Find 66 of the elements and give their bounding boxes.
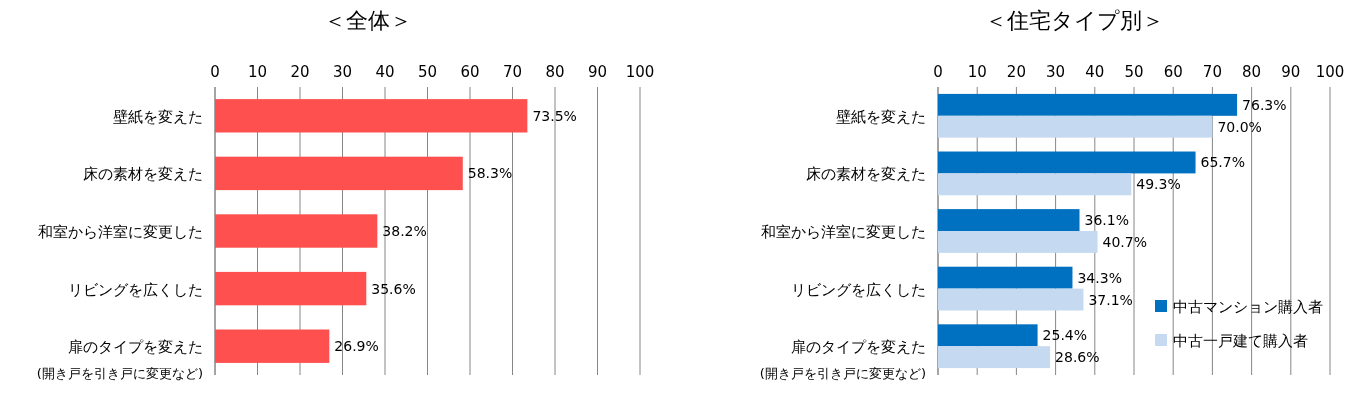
chart-title: ＜住宅タイプ別＞ xyxy=(984,8,1164,33)
x-tick-label: 30 xyxy=(332,63,353,81)
y-tick-label: リビングを広くした xyxy=(68,280,203,299)
bar xyxy=(215,214,378,248)
x-tick-label: 50 xyxy=(417,63,438,81)
bar xyxy=(938,231,1098,253)
y-tick-label: 和室から洋室に変更した xyxy=(761,223,926,241)
x-tick-label: 30 xyxy=(1046,63,1066,81)
x-tick-label: 0 xyxy=(933,63,943,81)
x-tick-label: 50 xyxy=(1124,63,1144,81)
y-tick-label: 壁紙を変えた xyxy=(113,107,203,126)
x-tick-label: 80 xyxy=(1242,63,1262,81)
data-label: 76.3% xyxy=(1242,96,1287,113)
data-label: 38.2% xyxy=(382,223,427,239)
bar xyxy=(938,266,1073,289)
x-tick-label: 90 xyxy=(1281,63,1301,81)
data-label: 37.1% xyxy=(1088,291,1133,308)
legend-label: 中古一戸建て購入者 xyxy=(1173,332,1308,350)
data-label: 26.9% xyxy=(334,338,379,355)
bar xyxy=(938,173,1132,196)
x-tick-label: 10 xyxy=(247,63,268,81)
x-tick-label: 10 xyxy=(967,63,987,81)
x-tick-label: 20 xyxy=(1006,63,1026,81)
x-tick-label: 40 xyxy=(1085,63,1105,81)
y-tick-label: 床の素材を変えた xyxy=(83,165,203,184)
x-tick-label: 70 xyxy=(502,63,523,81)
data-label: 70.0% xyxy=(1217,118,1262,135)
x-tick-label: 70 xyxy=(1202,63,1222,81)
data-label: 34.3% xyxy=(1077,269,1122,286)
bar xyxy=(215,271,367,306)
y-tick-label: 扉のタイプを変えた (開き戸を引き戸に変更など) xyxy=(36,338,203,382)
bar xyxy=(215,329,330,363)
data-label: 73.5% xyxy=(532,107,577,124)
chart-title: ＜全体＞ xyxy=(323,8,412,33)
y-tick-label: 壁紙を変えた xyxy=(836,107,926,126)
y-tick-label: 床の素材を変えた xyxy=(806,165,926,184)
y-tick-label: 扉のタイプを変えた (開き戸を引き戸に変更など) xyxy=(759,338,926,382)
bar xyxy=(938,346,1051,369)
bar xyxy=(938,115,1213,138)
data-label: 25.4% xyxy=(1042,327,1088,344)
x-tick-label: 100 xyxy=(625,63,655,81)
x-tick-label: 60 xyxy=(1163,63,1183,81)
y-tick-label: リビングを広くした xyxy=(791,280,926,299)
legend-label: 中古マンション購入者 xyxy=(1173,298,1323,316)
bar xyxy=(938,151,1196,174)
bar xyxy=(938,324,1038,347)
bar xyxy=(938,209,1080,231)
x-tick-label: 0 xyxy=(210,63,220,81)
x-tick-label: 100 xyxy=(1315,63,1345,81)
data-label: 28.6% xyxy=(1055,349,1100,366)
data-label: 49.3% xyxy=(1136,176,1181,193)
data-label: 40.7% xyxy=(1102,233,1148,250)
bar xyxy=(215,156,463,191)
x-tick-label: 80 xyxy=(545,63,565,81)
x-tick-label: 60 xyxy=(460,63,480,81)
data-label: 58.3% xyxy=(467,165,513,182)
bar xyxy=(938,288,1084,311)
bar xyxy=(938,93,1238,116)
x-tick-label: 90 xyxy=(587,63,608,81)
y-tick-label: 和室から洋室に変更した xyxy=(38,223,203,241)
x-tick-label: 40 xyxy=(375,63,395,81)
data-label: 35.6% xyxy=(371,280,416,297)
data-label: 36.1% xyxy=(1084,212,1129,229)
data-label: 65.7% xyxy=(1200,154,1246,171)
bar xyxy=(215,99,528,133)
x-tick-label: 20 xyxy=(290,63,310,81)
